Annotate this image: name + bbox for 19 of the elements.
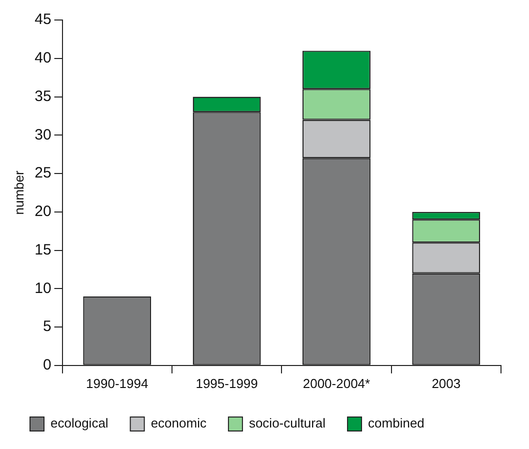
- legend-label: combined: [368, 416, 424, 431]
- y-tick-label: 20: [34, 203, 52, 220]
- y-axis-title: number: [11, 170, 26, 215]
- y-tick-label: 40: [34, 50, 52, 67]
- x-tick-label: 1995-1999: [196, 376, 258, 391]
- y-tick-label: 5: [42, 318, 52, 336]
- y-tick-label: 30: [34, 126, 52, 144]
- y-tick-label: 25: [34, 164, 52, 182]
- legend-label: ecological: [50, 416, 108, 431]
- legend-label: socio-cultural: [248, 416, 326, 431]
- y-tick-label: 35: [34, 88, 52, 105]
- y-tick-label: 10: [34, 280, 52, 297]
- x-tick-label: 1990-1994: [86, 376, 148, 391]
- y-tick-label: 45: [34, 11, 52, 28]
- y-tick-label: 15: [34, 241, 52, 258]
- legend-label: economic: [150, 416, 207, 431]
- y-tick-label: 0: [42, 356, 52, 374]
- x-tick-label: 2003: [432, 376, 461, 391]
- x-tick-label: 2000-2004*: [302, 376, 370, 391]
